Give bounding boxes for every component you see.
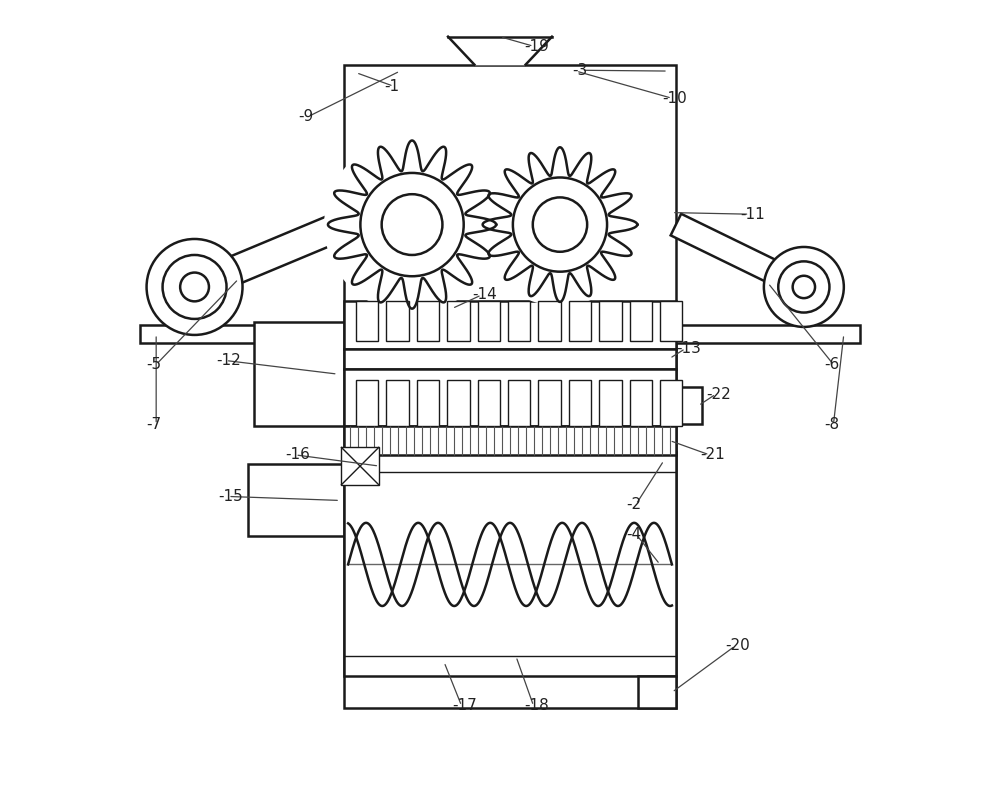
- Circle shape: [180, 272, 209, 301]
- Text: -20: -20: [725, 638, 750, 654]
- Circle shape: [324, 137, 500, 312]
- Bar: [538, 380, 561, 426]
- Bar: [478, 300, 500, 340]
- Bar: [344, 300, 676, 348]
- Text: -2: -2: [626, 497, 641, 512]
- Bar: [478, 380, 500, 426]
- Text: -21: -21: [700, 448, 725, 462]
- Circle shape: [360, 173, 464, 276]
- Circle shape: [793, 276, 815, 298]
- Polygon shape: [448, 37, 552, 65]
- Text: -6: -6: [824, 357, 839, 372]
- Circle shape: [147, 239, 243, 335]
- Bar: [676, 387, 702, 425]
- Bar: [417, 300, 439, 340]
- Text: -12: -12: [216, 353, 241, 368]
- Bar: [356, 300, 378, 340]
- Bar: [599, 380, 622, 426]
- Bar: [344, 368, 676, 426]
- Bar: [569, 380, 591, 426]
- Bar: [508, 380, 530, 426]
- Bar: [417, 380, 439, 426]
- Bar: [248, 465, 344, 537]
- Text: -8: -8: [824, 417, 839, 432]
- Text: -17: -17: [452, 698, 477, 714]
- Text: -5: -5: [147, 357, 162, 372]
- Circle shape: [778, 261, 829, 312]
- Text: -22: -22: [706, 387, 731, 401]
- Bar: [599, 300, 622, 340]
- Text: -14: -14: [472, 288, 497, 303]
- Polygon shape: [671, 214, 809, 298]
- Text: -10: -10: [662, 91, 687, 106]
- Bar: [386, 380, 409, 426]
- Text: -13: -13: [676, 341, 701, 356]
- Bar: [638, 676, 676, 708]
- Bar: [630, 380, 652, 426]
- Text: -1: -1: [384, 78, 399, 94]
- Bar: [356, 380, 378, 426]
- Text: -16: -16: [286, 448, 311, 462]
- Bar: [447, 300, 470, 340]
- Bar: [660, 300, 682, 340]
- Bar: [386, 300, 409, 340]
- Text: -3: -3: [572, 62, 587, 78]
- Bar: [254, 322, 344, 426]
- Bar: [344, 426, 676, 455]
- Bar: [674, 325, 860, 343]
- Text: -19: -19: [524, 38, 549, 54]
- Text: -18: -18: [524, 698, 549, 714]
- Circle shape: [513, 178, 607, 272]
- Text: -4: -4: [626, 526, 641, 541]
- Circle shape: [163, 255, 227, 319]
- Bar: [538, 300, 561, 340]
- Bar: [344, 348, 676, 368]
- Bar: [140, 325, 346, 343]
- Circle shape: [382, 194, 442, 255]
- Circle shape: [478, 143, 642, 306]
- Bar: [341, 447, 379, 485]
- Bar: [447, 380, 470, 426]
- Bar: [344, 453, 676, 676]
- Polygon shape: [189, 211, 350, 300]
- Text: -15: -15: [219, 489, 243, 504]
- Bar: [508, 300, 530, 340]
- Bar: [660, 380, 682, 426]
- Bar: [630, 300, 652, 340]
- Text: -11: -11: [740, 207, 765, 222]
- Text: -9: -9: [298, 109, 314, 124]
- Bar: [569, 300, 591, 340]
- Circle shape: [764, 247, 844, 327]
- Circle shape: [533, 197, 587, 252]
- Text: -7: -7: [147, 417, 162, 432]
- Bar: [344, 65, 676, 708]
